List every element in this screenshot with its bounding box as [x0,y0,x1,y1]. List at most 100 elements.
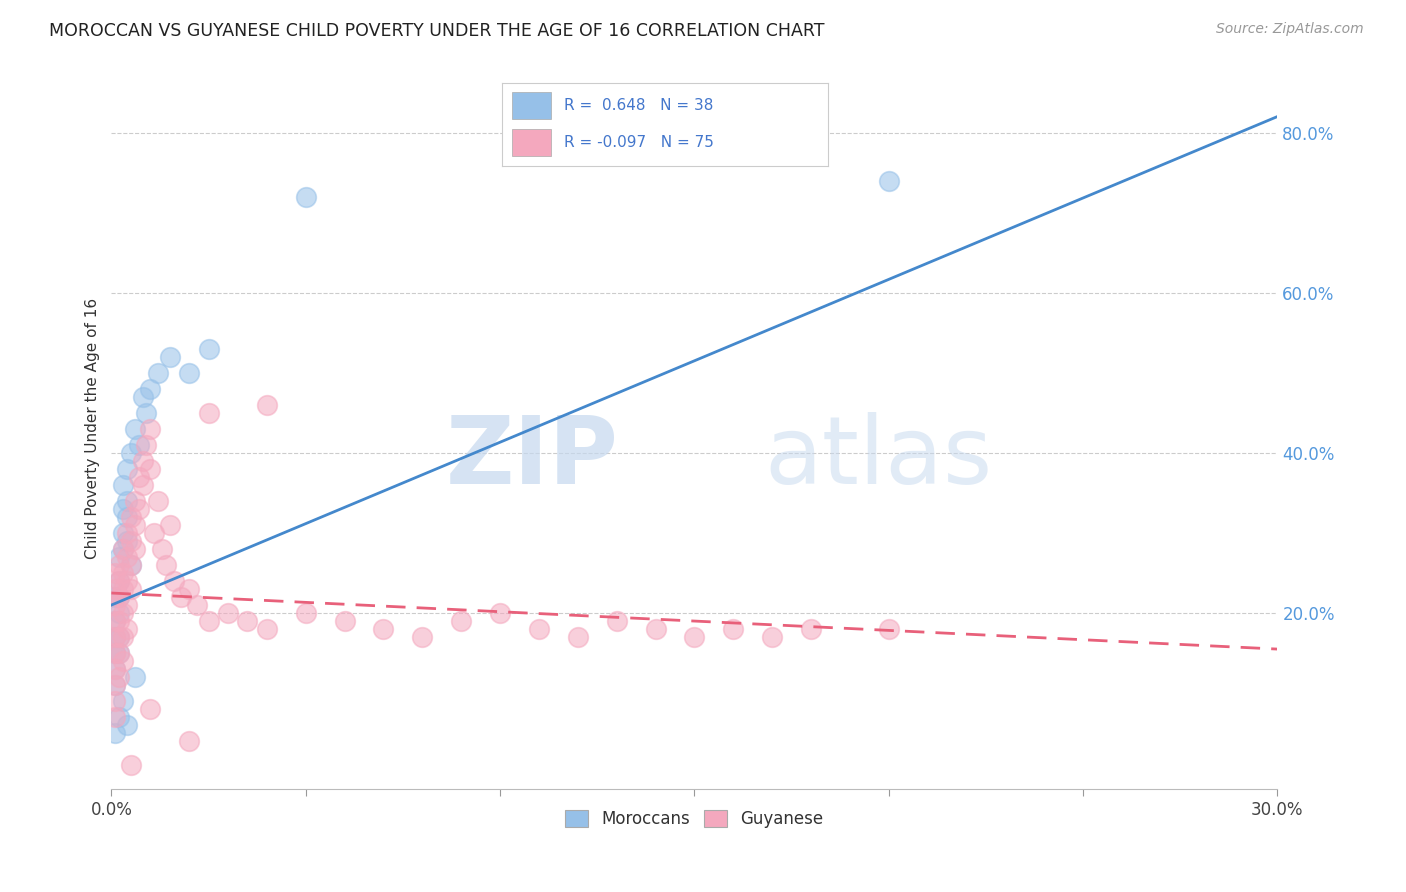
Point [108,574,131,588]
Point [112,582,135,596]
Point [800,622,823,636]
Point [606,614,628,628]
Text: Source: ZipAtlas.com: Source: ZipAtlas.com [1216,22,1364,37]
Point [120,582,142,596]
Point [159,518,181,533]
Text: ZIP: ZIP [446,412,619,504]
Point [143,526,166,541]
Point [333,614,356,628]
Point [139,422,162,436]
Point [112,630,135,644]
Point [108,670,131,684]
Point [131,478,153,492]
Point [104,614,127,628]
Point [877,622,900,636]
Point [256,622,278,636]
Point [104,630,127,644]
Point [162,574,184,588]
Point [124,518,146,533]
Point [450,614,472,628]
Point [197,614,219,628]
Point [108,606,131,620]
Point [108,646,131,660]
Point [120,558,142,572]
Point [124,541,146,556]
Point [186,598,208,612]
Point [146,366,169,380]
Point [411,630,433,644]
Point [115,622,138,636]
Point [761,630,783,644]
Point [108,590,131,604]
Point [120,510,142,524]
Point [128,502,150,516]
Point [120,446,142,460]
Point [104,630,127,644]
Point [256,398,278,412]
Point [104,662,127,676]
Point [179,366,201,380]
Point [112,526,135,541]
Point [294,189,316,203]
Point [104,566,127,580]
Point [124,422,146,436]
Point [104,590,127,604]
Point [115,533,138,548]
Point [115,574,138,588]
Point [179,734,201,748]
Point [120,533,142,548]
Point [139,462,162,476]
Point [128,470,150,484]
Point [104,710,127,724]
Point [108,710,131,724]
Point [683,630,706,644]
Point [124,494,146,508]
Point [131,390,153,404]
Point [489,606,512,620]
Point [112,654,135,668]
Point [179,582,201,596]
Point [120,558,142,572]
Point [128,438,150,452]
Point [527,622,550,636]
Point [112,566,135,580]
Point [104,614,127,628]
Point [108,590,131,604]
Point [108,614,131,628]
Point [644,622,666,636]
Point [115,494,138,508]
Point [139,702,162,716]
Point [170,590,193,604]
Point [112,606,135,620]
Point [115,549,138,564]
Point [120,758,142,772]
Point [104,678,127,692]
Point [197,342,219,356]
Point [294,606,316,620]
Point [108,549,131,564]
Point [115,526,138,541]
Point [112,502,135,516]
Point [159,350,181,364]
Point [115,510,138,524]
Point [135,438,157,452]
Point [104,598,127,612]
Text: MOROCCAN VS GUYANESE CHILD POVERTY UNDER THE AGE OF 16 CORRELATION CHART: MOROCCAN VS GUYANESE CHILD POVERTY UNDER… [49,22,825,40]
Point [112,478,135,492]
Legend: Moroccans, Guyanese: Moroccans, Guyanese [558,804,831,835]
Point [112,694,135,708]
Point [104,662,127,676]
Point [723,622,745,636]
Point [217,606,239,620]
Point [139,382,162,396]
Point [146,494,169,508]
Point [112,541,135,556]
Point [236,614,259,628]
Point [108,558,131,572]
Point [135,406,157,420]
Point [197,406,219,420]
Point [115,462,138,476]
Point [115,598,138,612]
Point [108,646,131,660]
Point [104,582,127,596]
